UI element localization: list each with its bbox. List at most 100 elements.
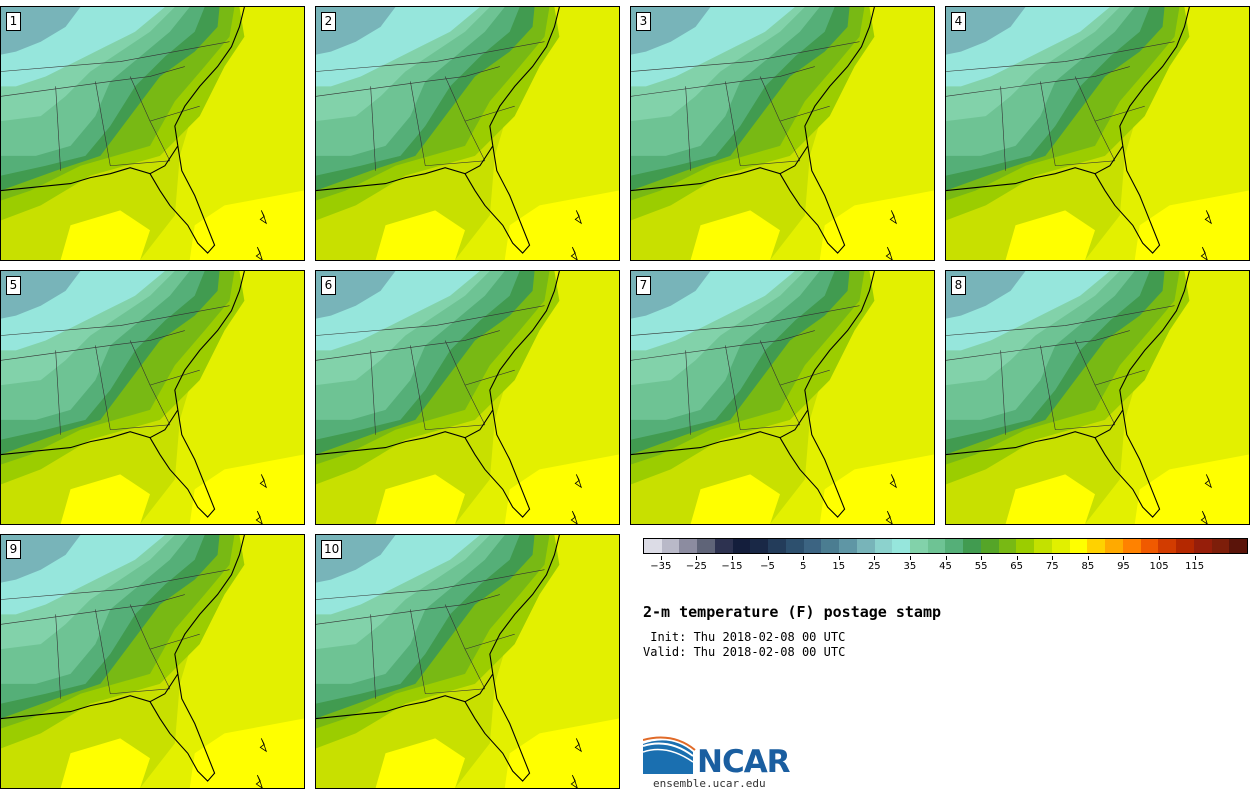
colorbar-tick xyxy=(1194,556,1196,560)
state-border xyxy=(725,81,741,166)
colorbar-tick-label: 115 xyxy=(1185,561,1205,572)
colorbar-tick-label: −25 xyxy=(685,561,707,572)
panel-number: 6 xyxy=(321,276,336,295)
island-outline xyxy=(889,474,897,489)
state-border xyxy=(685,350,691,435)
ncar-logo-text: NCAR xyxy=(697,744,791,780)
colorbar-bin xyxy=(679,539,698,553)
temperature-band xyxy=(504,718,619,788)
colorbar-bin xyxy=(1229,539,1247,553)
state-border xyxy=(779,369,830,386)
colorbar-bin xyxy=(714,539,733,553)
colorbar-bin xyxy=(1158,539,1177,553)
state-border xyxy=(410,345,426,430)
state-border xyxy=(55,614,61,699)
map-panel-9: 9 xyxy=(0,534,305,789)
temperature-map xyxy=(316,7,619,260)
panel-number: 5 xyxy=(6,276,21,295)
state-border xyxy=(464,369,515,386)
island-outline xyxy=(574,474,582,489)
state-border xyxy=(1055,424,1115,431)
colorbar-tick xyxy=(1123,556,1125,560)
panel-number: 10 xyxy=(321,540,343,559)
state-border xyxy=(425,424,485,431)
colorbar-tick xyxy=(660,556,662,560)
temperature-band xyxy=(504,190,619,260)
colorbar-tick-label: 55 xyxy=(974,561,988,572)
temperature-band xyxy=(189,454,304,524)
state-border xyxy=(444,340,486,425)
colorbar-tick-label: −5 xyxy=(760,561,775,572)
temperature-band xyxy=(60,210,151,260)
colorbar-bin xyxy=(750,539,769,553)
map-panel-3: 3 xyxy=(630,6,935,261)
colorbar-tick-label: 75 xyxy=(1045,561,1059,572)
island-outline xyxy=(574,210,582,225)
temperature-colorbar xyxy=(643,538,1248,554)
state-border xyxy=(464,105,515,122)
valid-time: Valid: Thu 2018-02-08 00 UTC xyxy=(643,645,846,659)
colorbar-bin xyxy=(1211,539,1230,553)
state-border xyxy=(410,81,426,166)
colorbar-bin xyxy=(874,539,893,553)
colorbar-bin xyxy=(980,539,999,553)
state-border xyxy=(110,424,170,431)
panel-number: 7 xyxy=(636,276,651,295)
temperature-band xyxy=(1005,474,1096,524)
state-border xyxy=(110,160,170,167)
colorbar-tick-label: 25 xyxy=(867,561,881,572)
coastline xyxy=(1,271,245,518)
colorbar-bin xyxy=(768,539,786,553)
island-outline xyxy=(259,474,267,489)
state-border xyxy=(316,569,545,600)
colorbar-bin xyxy=(839,539,857,553)
state-border xyxy=(1,41,230,72)
temperature-band xyxy=(690,474,781,524)
temperature-band xyxy=(375,210,466,260)
colorbar-bin xyxy=(998,539,1017,553)
island-outline xyxy=(889,210,897,225)
temperature-map xyxy=(946,271,1249,524)
colorbar-tick xyxy=(1016,556,1018,560)
state-border xyxy=(631,305,860,336)
coastline xyxy=(946,271,1190,518)
state-border xyxy=(370,86,376,171)
colorbar-bin xyxy=(803,539,822,553)
temperature-band xyxy=(819,190,934,260)
temperature-band xyxy=(60,474,151,524)
colorbar-bin xyxy=(963,539,981,553)
state-border xyxy=(370,350,376,435)
temperature-map xyxy=(631,7,934,260)
map-panel-1: 1 xyxy=(0,6,305,261)
coastline xyxy=(316,271,560,518)
state-border xyxy=(1074,76,1116,161)
state-border xyxy=(1040,345,1056,430)
state-border xyxy=(1094,369,1145,386)
plot-title: 2-m temperature (F) postage stamp xyxy=(643,603,942,621)
temperature-map xyxy=(1,535,304,788)
state-border xyxy=(149,105,200,122)
state-border xyxy=(425,160,485,167)
temperature-band xyxy=(1005,210,1096,260)
state-border xyxy=(1,569,230,600)
temperature-band xyxy=(819,454,934,524)
colorbar-bin xyxy=(1051,539,1070,553)
colorbar-bin xyxy=(644,539,662,553)
coastline xyxy=(631,7,875,254)
colorbar-bin xyxy=(927,539,946,553)
state-border xyxy=(1000,86,1006,171)
panel-number: 4 xyxy=(951,12,966,31)
temperature-map xyxy=(316,271,619,524)
panel-number: 3 xyxy=(636,12,651,31)
colorbar-tick xyxy=(731,556,733,560)
island-outline xyxy=(570,774,578,788)
colorbar-bin xyxy=(1140,539,1159,553)
colorbar-bin xyxy=(1034,539,1052,553)
state-border xyxy=(129,340,171,425)
island-outline xyxy=(1200,246,1208,260)
state-border xyxy=(1094,105,1145,122)
colorbar-tick-label: 65 xyxy=(1010,561,1024,572)
colorbar-bin xyxy=(1122,539,1141,553)
colorbar-tick xyxy=(1087,556,1089,560)
colorbar-bin xyxy=(892,539,911,553)
